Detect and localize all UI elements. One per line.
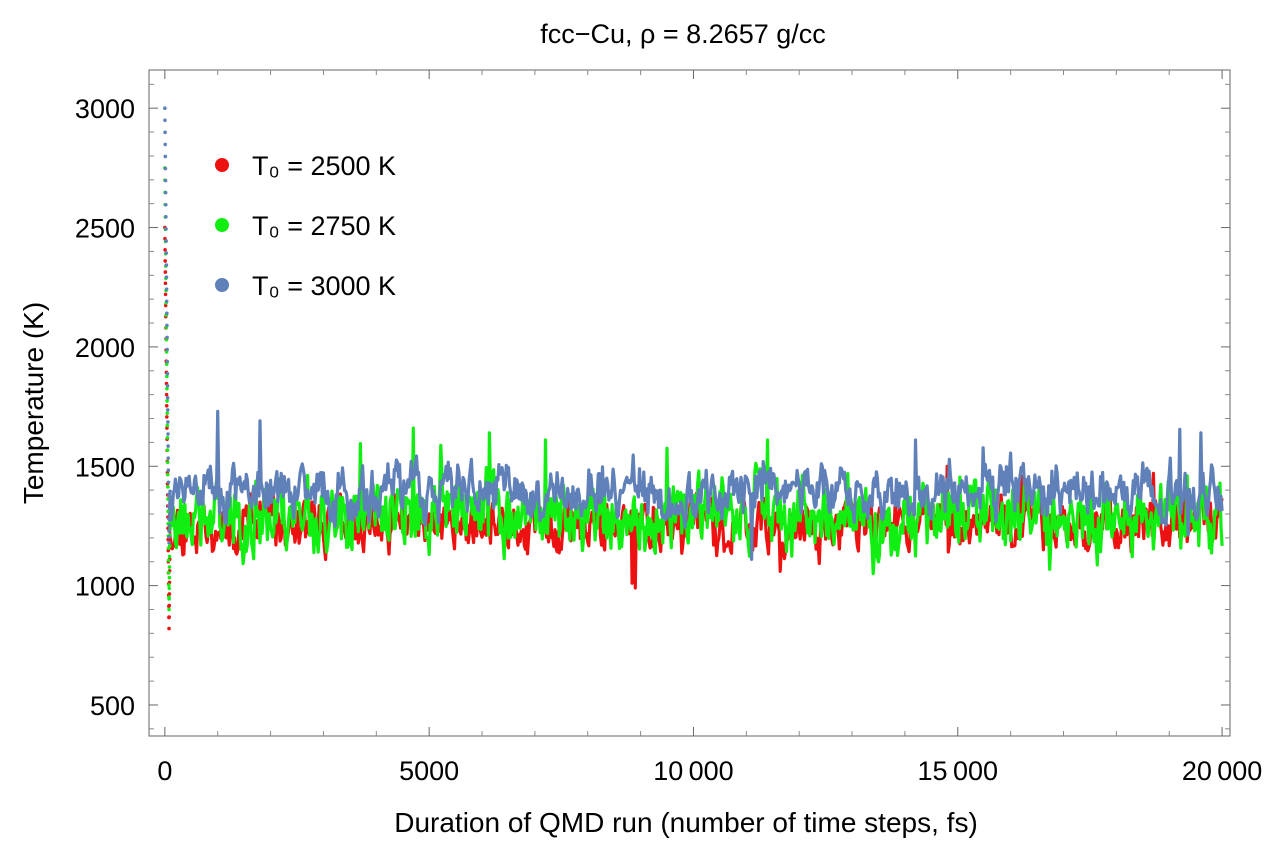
data-point xyxy=(167,626,171,631)
legend: T₀ = 2500 K T₀ = 2750 K T₀ = 3000 K xyxy=(215,151,396,301)
data-point xyxy=(165,374,169,379)
data-point xyxy=(165,383,170,388)
tick-layer: 0 5000 10 000 15 000 20 000 500 1000 1500 2000 25… xyxy=(75,70,1262,786)
data-point xyxy=(166,570,171,575)
legend-marker xyxy=(215,218,229,232)
data-point xyxy=(165,472,170,477)
data-point xyxy=(166,509,170,514)
data-point xyxy=(167,544,172,548)
data-point xyxy=(163,202,168,207)
data-point xyxy=(163,292,168,297)
data-point xyxy=(163,259,168,263)
data-point xyxy=(167,565,172,569)
data-point xyxy=(164,215,168,219)
data-point xyxy=(166,444,170,448)
data-point xyxy=(163,281,168,286)
data-point xyxy=(164,227,168,231)
data-point xyxy=(164,251,169,255)
data-point xyxy=(165,435,170,440)
legend-label: T₀ = 2750 K xyxy=(252,211,396,241)
data-point xyxy=(166,485,170,489)
data-point xyxy=(165,311,169,316)
data-point xyxy=(167,592,172,596)
data-point xyxy=(164,263,169,267)
data-point xyxy=(163,303,168,308)
data-point xyxy=(165,460,170,465)
data-point xyxy=(166,456,171,460)
data-point xyxy=(167,535,171,539)
y-tick-label: 2000 xyxy=(75,333,135,363)
data-point xyxy=(164,299,169,304)
y-tick-label: 2500 xyxy=(75,214,135,244)
data-point xyxy=(167,575,172,580)
data-point xyxy=(165,347,169,352)
data-point xyxy=(167,540,171,545)
data-point xyxy=(164,403,169,408)
data-point xyxy=(163,248,167,252)
data-point xyxy=(167,529,172,534)
data-point xyxy=(166,480,171,485)
data-point xyxy=(167,603,172,608)
data-point xyxy=(163,118,167,123)
data-point xyxy=(166,432,170,436)
legend-label: T₀ = 3000 K xyxy=(252,271,396,301)
data-point xyxy=(164,239,168,243)
data-point xyxy=(166,468,171,473)
plot-frame xyxy=(148,69,1231,737)
data-point xyxy=(164,287,169,292)
legend-marker xyxy=(215,158,229,172)
data-point xyxy=(165,335,169,340)
data-point xyxy=(167,615,171,619)
data-point xyxy=(163,166,168,171)
data-point xyxy=(163,142,168,147)
data-point xyxy=(166,420,170,424)
series-line xyxy=(168,409,1224,561)
data-point xyxy=(165,411,169,416)
data-point xyxy=(167,583,171,587)
y-tick-label: 500 xyxy=(90,691,135,721)
chart-title: fcc−Cu, ρ = 8.2657 g/cc xyxy=(540,19,826,49)
data-point xyxy=(165,415,169,419)
x-tick-label: 15 000 xyxy=(918,756,999,786)
data-point xyxy=(167,523,172,528)
data-point xyxy=(165,371,170,376)
x-tick-label: 0 xyxy=(157,756,172,786)
legend-marker xyxy=(215,278,229,292)
data-point xyxy=(167,597,171,601)
data-point xyxy=(165,448,170,452)
data-point xyxy=(163,178,168,183)
data-point xyxy=(163,270,168,274)
x-tick-label: 20 000 xyxy=(1182,756,1263,786)
y-tick-label: 1000 xyxy=(75,572,135,602)
data-point xyxy=(165,359,170,364)
data-point xyxy=(163,190,168,195)
x-axis-label: Duration of QMD run (number of time step… xyxy=(394,807,978,838)
data-point xyxy=(167,554,172,559)
data-point xyxy=(165,423,170,428)
x-tick-label: 5000 xyxy=(399,756,459,786)
data-point xyxy=(165,408,170,412)
data-point xyxy=(167,607,171,612)
data-point xyxy=(166,558,171,563)
data-point xyxy=(165,396,170,400)
y-axis-label: Temperature (K) xyxy=(18,302,49,504)
series-3 xyxy=(163,106,1224,561)
data-point xyxy=(167,586,172,591)
data-point xyxy=(163,106,167,110)
data-point xyxy=(165,399,169,403)
legend-label: T₀ = 2500 K xyxy=(252,151,396,181)
y-tick-label: 3000 xyxy=(75,94,135,124)
data-point xyxy=(164,392,169,397)
data-point xyxy=(163,130,167,135)
data-point xyxy=(163,154,168,159)
data-point xyxy=(165,386,169,391)
y-tick-label: 1500 xyxy=(75,452,135,482)
x-tick-label: 10 000 xyxy=(653,756,734,786)
data-point xyxy=(165,323,169,328)
data-point xyxy=(164,275,169,279)
series-layer xyxy=(163,106,1224,631)
